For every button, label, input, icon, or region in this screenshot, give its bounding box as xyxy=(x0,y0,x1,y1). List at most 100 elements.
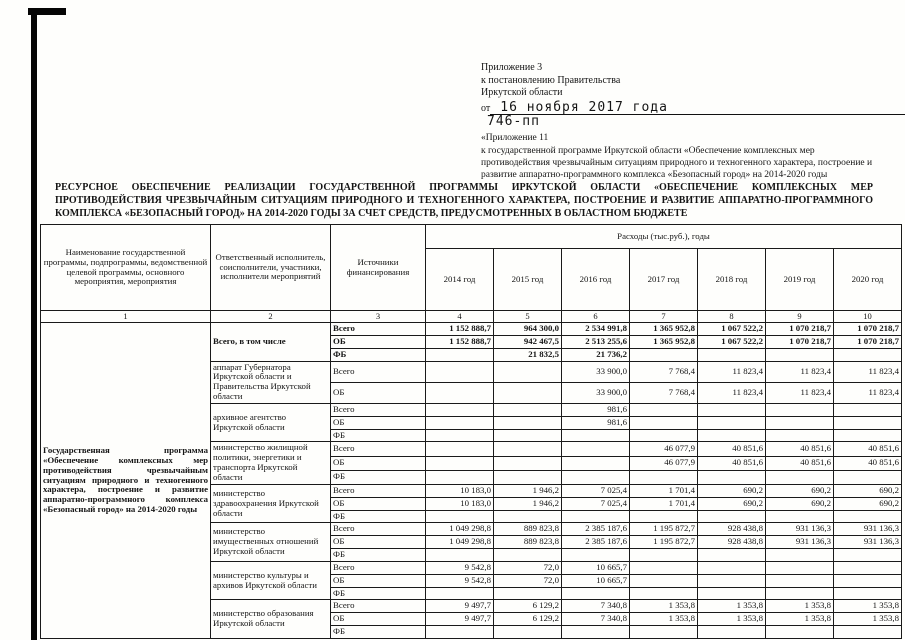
value-cell-2018 xyxy=(697,548,766,562)
value-cell-2015: 72,0 xyxy=(493,573,562,588)
value-cell-2014 xyxy=(425,625,494,639)
value-cell-2014 xyxy=(425,441,494,457)
value-cell-2018: 40 851,6 xyxy=(697,455,766,471)
value-cell-2020 xyxy=(833,509,902,524)
value-cell-2014 xyxy=(425,360,494,383)
value-cell-2014 xyxy=(425,415,494,430)
column-number: 10 xyxy=(833,310,902,323)
value-cell-2014: 9 497,7 xyxy=(425,612,494,627)
funding-source-cell: ОБ xyxy=(330,496,426,511)
value-cell-2015 xyxy=(493,548,562,562)
value-cell-2017: 7 768,4 xyxy=(629,360,698,383)
col-header-year-2017: 2017 год xyxy=(629,248,698,311)
value-cell-2017: 46 077,9 xyxy=(629,455,698,471)
value-cell-2019 xyxy=(765,347,834,362)
col-header-year-2015: 2015 год xyxy=(493,248,562,311)
document-header: Приложение 3 к постановлению Правительст… xyxy=(481,62,905,181)
funding-source-cell: ФБ xyxy=(330,625,426,639)
value-cell-2014 xyxy=(425,428,494,443)
appendix-line: развитие аппаратно-программного комплекс… xyxy=(481,169,828,180)
value-cell-2014: 10 183,0 xyxy=(425,483,494,498)
value-cell-2016: 7 340,8 xyxy=(561,612,630,627)
value-cell-2017 xyxy=(629,548,698,562)
appendix-ref-line: Приложение 3 xyxy=(481,62,543,73)
value-cell-2017: 46 077,9 xyxy=(629,441,698,457)
value-cell-2016 xyxy=(561,455,630,471)
value-cell-2016: 2 513 255,6 xyxy=(561,334,630,349)
value-cell-2016: 981,6 xyxy=(561,415,630,430)
value-cell-2016: 21 736,2 xyxy=(561,347,630,362)
value-cell-2017: 1 701,4 xyxy=(629,483,698,498)
table-row: ОБ 1 049 298,8 889 823,8 2 385 187,6 1 195 8… xyxy=(41,535,902,550)
funding-source-cell: Всего xyxy=(330,522,426,537)
appendix-line: «Приложение 11 xyxy=(481,133,549,144)
value-cell-2015: 6 129,2 xyxy=(493,612,562,627)
value-cell-2015 xyxy=(493,428,562,443)
value-cell-2014 xyxy=(425,469,494,485)
funding-source-cell: Всего xyxy=(330,441,426,457)
value-cell-2020: 931 136,3 xyxy=(833,522,902,537)
value-cell-2018 xyxy=(697,347,766,362)
value-cell-2014 xyxy=(425,586,494,601)
value-cell-2017 xyxy=(629,560,698,575)
column-number: 4 xyxy=(425,310,494,323)
value-cell-2020: 690,2 xyxy=(833,496,902,511)
value-cell-2019 xyxy=(765,469,834,485)
value-cell-2016 xyxy=(561,548,630,562)
value-cell-2020: 11 823,4 xyxy=(833,381,902,404)
funding-source-cell: Всего xyxy=(330,402,426,417)
value-cell-2014: 1 049 298,8 xyxy=(425,522,494,537)
value-cell-2018: 11 823,4 xyxy=(697,360,766,383)
executor-cell: министерство здравоохранения Иркутской о… xyxy=(210,483,331,524)
executor-cell: министерство образования Иркутской облас… xyxy=(210,599,331,639)
value-cell-2017 xyxy=(629,402,698,417)
value-cell-2018: 1 353,8 xyxy=(697,612,766,627)
value-cell-2015 xyxy=(493,402,562,417)
funding-source-cell: ОБ xyxy=(330,334,426,349)
table-row: министерство культуры и архивов Иркутско… xyxy=(41,560,902,601)
value-cell-2016: 10 665,7 xyxy=(561,573,630,588)
value-cell-2019: 1 353,8 xyxy=(765,599,834,614)
table-body: Государственная программа «Обеспечение к… xyxy=(40,322,902,639)
col-header-year-2019: 2019 год xyxy=(765,248,834,311)
table-row: ФБ xyxy=(41,586,902,601)
value-cell-2020: 40 851,6 xyxy=(833,441,902,457)
value-cell-2016: 2 385 187,6 xyxy=(561,522,630,537)
value-cell-2018: 928 438,8 xyxy=(697,522,766,537)
table-row: ОБ 981,6 xyxy=(41,415,902,430)
value-cell-2019 xyxy=(765,573,834,588)
value-cell-2015 xyxy=(493,586,562,601)
value-cell-2020 xyxy=(833,548,902,562)
funding-source-cell: ОБ xyxy=(330,573,426,588)
value-cell-2020: 40 851,6 xyxy=(833,455,902,471)
value-cell-2015 xyxy=(493,625,562,639)
header-line: к постановлению Правительства xyxy=(481,74,621,86)
value-cell-2018 xyxy=(697,586,766,601)
value-cell-2019: 931 136,3 xyxy=(765,535,834,550)
funding-source-cell: ФБ xyxy=(330,428,426,443)
value-cell-2015 xyxy=(493,455,562,471)
value-cell-2020: 1 353,8 xyxy=(833,612,902,627)
value-cell-2015: 942 467,5 xyxy=(493,334,562,349)
date-prefix: от xyxy=(481,102,491,114)
value-cell-2019 xyxy=(765,402,834,417)
value-cell-2015 xyxy=(493,381,562,404)
column-number: 7 xyxy=(629,310,698,323)
header-row-numbers: 1 2 3 4 5 6 7 8 9 10 xyxy=(40,310,902,323)
column-number: 9 xyxy=(765,310,834,323)
value-cell-2020: 1 353,8 xyxy=(833,599,902,614)
value-cell-2015: 72,0 xyxy=(493,560,562,575)
appendix-line: противодействия чрезвычайным ситуациям п… xyxy=(481,157,873,168)
value-cell-2017: 7 768,4 xyxy=(629,381,698,404)
value-cell-2016: 7 025,4 xyxy=(561,496,630,511)
value-cell-2020 xyxy=(833,428,902,443)
value-cell-2019: 931 136,3 xyxy=(765,522,834,537)
value-cell-2014: 9 542,8 xyxy=(425,560,494,575)
scan-artifact-corner xyxy=(28,8,66,15)
value-cell-2019 xyxy=(765,509,834,524)
value-cell-2014 xyxy=(425,455,494,471)
value-cell-2015: 889 823,8 xyxy=(493,522,562,537)
value-cell-2018: 11 823,4 xyxy=(697,381,766,404)
value-cell-2014 xyxy=(425,548,494,562)
